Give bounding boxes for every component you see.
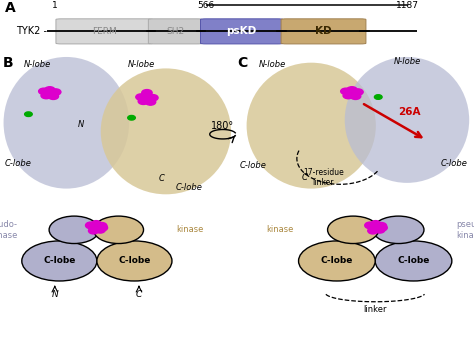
Circle shape (353, 89, 363, 95)
Circle shape (85, 222, 96, 229)
Circle shape (377, 224, 387, 231)
Text: TYK2 -: TYK2 - (17, 27, 47, 36)
Ellipse shape (97, 241, 172, 281)
Circle shape (136, 94, 146, 100)
Text: 1187: 1187 (396, 1, 419, 10)
Text: kinase: kinase (266, 225, 294, 234)
Circle shape (91, 226, 101, 232)
Text: psKD: psKD (227, 27, 257, 36)
Circle shape (368, 228, 378, 234)
Circle shape (95, 227, 105, 233)
Ellipse shape (375, 241, 452, 281)
Text: FERM: FERM (92, 27, 117, 36)
Text: N-lobe: N-lobe (337, 225, 369, 234)
Circle shape (142, 92, 152, 99)
Circle shape (145, 99, 155, 105)
Text: N-lobe: N-lobe (24, 60, 51, 69)
Circle shape (50, 89, 61, 95)
Circle shape (89, 228, 99, 234)
Ellipse shape (246, 63, 376, 188)
Circle shape (45, 87, 55, 93)
Text: C: C (136, 290, 142, 299)
Ellipse shape (299, 241, 375, 281)
Circle shape (38, 88, 49, 95)
Text: N-lobe: N-lobe (383, 225, 414, 234)
FancyBboxPatch shape (201, 19, 283, 44)
Text: pseudo-
kinase: pseudo- kinase (0, 220, 17, 239)
Text: 26A: 26A (399, 107, 421, 117)
Circle shape (343, 92, 354, 99)
Text: N-lobe: N-lobe (103, 225, 134, 234)
Text: C-lobe: C-lobe (5, 158, 32, 168)
Circle shape (350, 93, 361, 99)
Circle shape (376, 223, 387, 229)
Circle shape (91, 221, 101, 227)
Ellipse shape (373, 216, 424, 244)
Text: C-lobe: C-lobe (118, 257, 151, 266)
Text: kinase: kinase (176, 225, 204, 234)
Text: pseudo-
kinase: pseudo- kinase (456, 220, 474, 239)
Text: SH2: SH2 (166, 27, 184, 36)
Ellipse shape (328, 216, 379, 244)
FancyBboxPatch shape (56, 19, 153, 44)
Text: B: B (2, 55, 13, 69)
Text: C-lobe: C-lobe (239, 162, 266, 170)
Text: KD: KD (315, 27, 332, 36)
Circle shape (142, 90, 152, 96)
Text: linker: linker (364, 305, 387, 314)
Circle shape (138, 98, 148, 104)
Ellipse shape (3, 57, 129, 188)
Text: C-lobe: C-lobe (175, 183, 202, 192)
Text: 17-residue
linker: 17-residue linker (303, 168, 344, 187)
Circle shape (97, 223, 107, 229)
Circle shape (346, 87, 357, 93)
FancyBboxPatch shape (281, 19, 366, 44)
Circle shape (128, 116, 136, 120)
Text: 566: 566 (198, 1, 215, 10)
Ellipse shape (345, 57, 469, 183)
Circle shape (98, 224, 108, 231)
Text: 180°: 180° (211, 121, 234, 131)
Circle shape (341, 88, 351, 95)
Text: N-lobe: N-lobe (59, 225, 90, 234)
Text: C: C (237, 55, 247, 69)
Text: N-lobe: N-lobe (393, 57, 420, 66)
Text: C: C (159, 174, 164, 183)
Text: A: A (5, 1, 16, 15)
Text: 1: 1 (52, 1, 57, 10)
Circle shape (25, 112, 32, 117)
Text: N-lobe: N-lobe (128, 60, 155, 69)
Ellipse shape (49, 216, 99, 244)
Circle shape (375, 227, 385, 233)
Circle shape (371, 221, 381, 227)
FancyBboxPatch shape (148, 19, 202, 44)
Text: C-lobe: C-lobe (397, 257, 430, 266)
Circle shape (48, 93, 58, 99)
Text: C-lobe: C-lobe (440, 158, 467, 168)
Circle shape (148, 95, 158, 101)
Circle shape (41, 92, 51, 99)
Ellipse shape (93, 216, 144, 244)
Text: C: C (301, 173, 308, 181)
Circle shape (371, 226, 381, 232)
Text: N: N (78, 120, 84, 129)
Ellipse shape (100, 68, 231, 194)
Text: N: N (51, 290, 58, 299)
Text: C-lobe: C-lobe (43, 257, 75, 266)
Text: C-lobe: C-lobe (321, 257, 353, 266)
Circle shape (374, 95, 382, 99)
Circle shape (365, 222, 375, 229)
Text: N-lobe: N-lobe (259, 60, 286, 69)
Ellipse shape (22, 241, 97, 281)
